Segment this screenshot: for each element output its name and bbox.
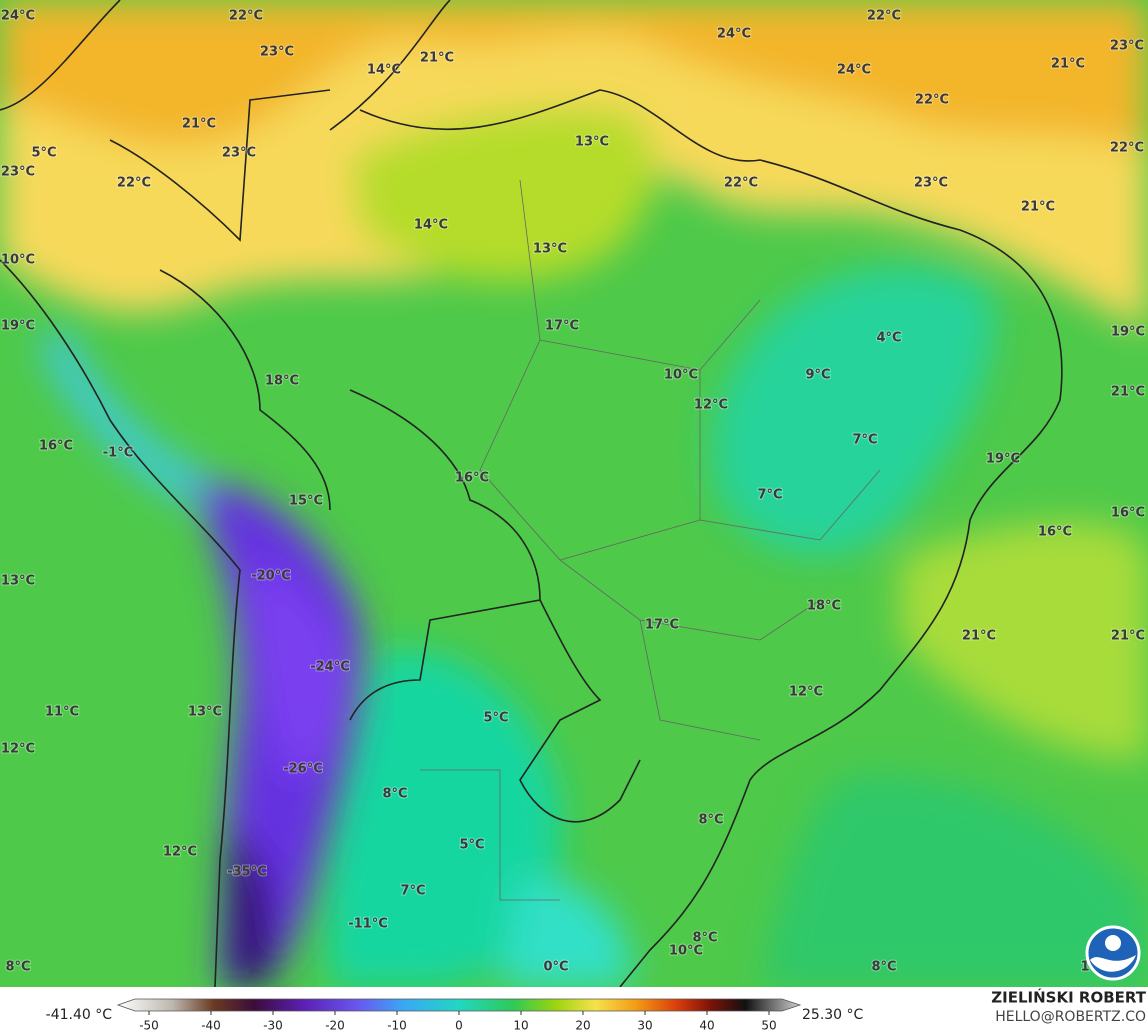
temperature-label: -26°C <box>283 762 323 777</box>
temperature-label: 7°C <box>757 488 782 503</box>
temperature-label: 21°C <box>1021 200 1055 215</box>
temperature-label: 10°C <box>664 368 698 383</box>
temperature-label: 23°C <box>222 146 256 161</box>
temperature-label: 21°C <box>182 117 216 132</box>
temperature-label: 8°C <box>5 960 30 975</box>
temperature-label: 5°C <box>31 146 56 161</box>
temperature-label: 22°C <box>229 9 263 24</box>
colorbar-tick-label: -30 <box>263 1019 283 1033</box>
temperature-label: -11°C <box>348 917 388 932</box>
temperature-label: 16°C <box>1038 525 1072 540</box>
colorbar-tick-label: -10 <box>387 1019 407 1033</box>
colorbar-max: 25.30 °C <box>802 1007 864 1023</box>
temperature-label: 8°C <box>382 787 407 802</box>
temperature-label: 1 <box>1080 960 1089 975</box>
colorbar-scale <box>116 998 802 1012</box>
colorbar-tick-label: -50 <box>139 1019 159 1033</box>
temperature-label: 13°C <box>575 135 609 150</box>
temperature-label: 19°C <box>986 452 1020 467</box>
temperature-label: 13°C <box>533 242 567 257</box>
temperature-label: 12°C <box>694 398 728 413</box>
temperature-label: 7°C <box>852 433 877 448</box>
temperature-label: 8°C <box>698 813 723 828</box>
temperature-label: 17°C <box>545 319 579 334</box>
temperature-label: 5°C <box>483 711 508 726</box>
credit-author: ZIELIŃSKI ROBERT <box>991 988 1146 1007</box>
temperature-label: 12°C <box>163 845 197 860</box>
temperature-label: 23°C <box>260 45 294 60</box>
temperature-label: 13°C <box>1 574 35 589</box>
temperature-label: 24°C <box>1 9 35 24</box>
temperature-label: 10°C <box>1 253 35 268</box>
temperature-label: 22°C <box>1110 141 1144 156</box>
colorbar-min: -41.40 °C <box>46 1007 113 1023</box>
temperature-label: 22°C <box>117 176 151 191</box>
temperature-label: 12°C <box>1 742 35 757</box>
colorbar-tick-label: 20 <box>575 1019 590 1033</box>
temperature-label: 22°C <box>915 93 949 108</box>
temperature-label: 21°C <box>1111 385 1145 400</box>
temperature-label: 14°C <box>367 63 401 78</box>
borders <box>0 0 1063 988</box>
colorbar-tick-label: 10 <box>513 1019 528 1033</box>
temperature-label: 10°C <box>669 944 703 959</box>
temperature-label: 16°C <box>455 471 489 486</box>
colorbar-tick-label: 40 <box>699 1019 714 1033</box>
temperature-label: 18°C <box>807 599 841 614</box>
temperature-labels: 24°C 22°C23°C14°C21°C24°C22°C23°C24°C 21°C… <box>0 8 1146 976</box>
temperature-label: 7°C <box>400 884 425 899</box>
temperature-label: 16°C <box>39 439 73 454</box>
temperature-label: 17°C <box>645 618 679 633</box>
temperature-label: 19°C <box>1 319 35 334</box>
colorbar-tick-label: 50 <box>761 1019 776 1033</box>
temperature-label: 21°C <box>962 629 996 644</box>
colorbar-tick-label: 0 <box>455 1019 463 1033</box>
colorbar: -41.40 °C 25.30 °C -50 -40 -30 -20 -10 0 10 20 3… <box>46 998 864 1033</box>
noaa-logo <box>1085 925 1141 981</box>
temperature-label: 8°C <box>871 960 896 975</box>
temperature-label: 11°C <box>45 705 79 720</box>
colorbar-tick-label: 30 <box>637 1019 652 1033</box>
temperature-label: 21°C <box>420 51 454 66</box>
temperature-label: -1°C <box>103 446 133 461</box>
temperature-label: 24°C <box>717 27 751 42</box>
temperature-label: 21°C <box>1051 57 1085 72</box>
temperature-label: 21°C <box>1111 629 1145 644</box>
map-background <box>0 0 1148 988</box>
temperature-label: 4°C <box>876 331 901 346</box>
temperature-label: 9°C <box>805 368 830 383</box>
temperature-label: 5°C <box>459 838 484 853</box>
temperature-label: 8°C <box>692 931 717 946</box>
temperature-label: 22°C <box>724 176 758 191</box>
temperature-label: 13°C <box>188 705 222 720</box>
state-borders <box>420 179 881 901</box>
temperature-label: 19°C <box>1111 325 1145 340</box>
temperature-label: 22°C <box>867 9 901 24</box>
temperature-label: 24°C <box>837 63 871 78</box>
temperature-label: 23°C <box>914 176 948 191</box>
temperature-label: 23°C <box>1110 39 1144 54</box>
temperature-label: 12°C <box>789 685 823 700</box>
temperature-label: 14°C <box>414 218 448 233</box>
colorbar-tick-label: -40 <box>201 1019 221 1033</box>
temperature-label: -24°C <box>310 660 350 675</box>
temperature-label: 16°C <box>1111 506 1145 521</box>
temperature-label: -35°C <box>227 865 267 880</box>
temperature-label: 18°C <box>265 374 299 389</box>
temperature-label: -20°C <box>251 569 291 584</box>
temperature-label: 23°C <box>1 165 35 180</box>
temperature-label: 0°C <box>543 960 568 975</box>
temperature-label: 15°C <box>289 494 323 509</box>
colorbar-tick-label: -20 <box>325 1019 345 1033</box>
credit-contact: HELLO@ROBERTZ.CO <box>995 1009 1146 1025</box>
